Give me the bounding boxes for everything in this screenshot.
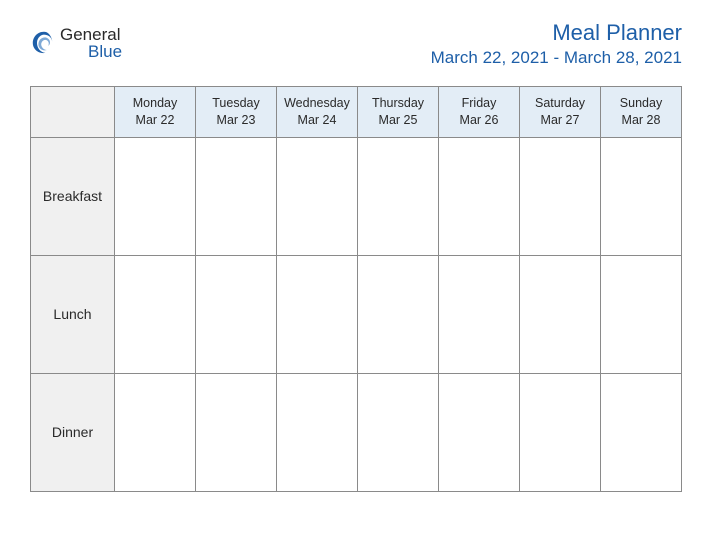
logo: General Blue [30, 26, 122, 60]
header-row: MondayMar 22TuesdayMar 23WednesdayMar 24… [31, 87, 682, 138]
day-header: ThursdayMar 25 [358, 87, 439, 138]
meal-cell [277, 373, 358, 491]
day-date: Mar 27 [522, 112, 598, 129]
day-of-week: Tuesday [198, 95, 274, 112]
meal-cell [277, 137, 358, 255]
day-of-week: Sunday [603, 95, 679, 112]
meal-cell [115, 137, 196, 255]
meal-cell [439, 255, 520, 373]
meal-cell [439, 137, 520, 255]
meal-row: Breakfast [31, 137, 682, 255]
day-date: Mar 23 [198, 112, 274, 129]
day-of-week: Wednesday [279, 95, 355, 112]
day-of-week: Monday [117, 95, 193, 112]
meal-cell [601, 137, 682, 255]
meal-cell [439, 373, 520, 491]
logo-swirl-icon [30, 29, 58, 57]
meal-cell [358, 137, 439, 255]
logo-word-blue: Blue [88, 42, 122, 61]
page-title: Meal Planner [431, 20, 682, 46]
day-date: Mar 28 [603, 112, 679, 129]
meal-cell [520, 255, 601, 373]
title-block: Meal Planner March 22, 2021 - March 28, … [431, 20, 682, 68]
logo-text: General Blue [60, 26, 122, 60]
day-header: FridayMar 26 [439, 87, 520, 138]
meal-cell [196, 373, 277, 491]
meal-cell [196, 137, 277, 255]
day-date: Mar 25 [360, 112, 436, 129]
meal-label: Lunch [31, 255, 115, 373]
meal-cell [601, 255, 682, 373]
page-header: General Blue Meal Planner March 22, 2021… [30, 20, 682, 68]
day-header: SaturdayMar 27 [520, 87, 601, 138]
meal-cell [277, 255, 358, 373]
day-header: SundayMar 28 [601, 87, 682, 138]
day-header: MondayMar 22 [115, 87, 196, 138]
meal-cell [196, 255, 277, 373]
meal-label: Breakfast [31, 137, 115, 255]
meal-cell [115, 255, 196, 373]
day-header: TuesdayMar 23 [196, 87, 277, 138]
meal-row: Lunch [31, 255, 682, 373]
corner-cell [31, 87, 115, 138]
meal-cell [520, 373, 601, 491]
meal-row: Dinner [31, 373, 682, 491]
meal-planner-table: MondayMar 22TuesdayMar 23WednesdayMar 24… [30, 86, 682, 492]
day-date: Mar 26 [441, 112, 517, 129]
day-of-week: Friday [441, 95, 517, 112]
meal-cell [358, 373, 439, 491]
meal-cell [601, 373, 682, 491]
day-date: Mar 24 [279, 112, 355, 129]
meal-cell [115, 373, 196, 491]
meal-cell [520, 137, 601, 255]
day-of-week: Thursday [360, 95, 436, 112]
day-header: WednesdayMar 24 [277, 87, 358, 138]
meal-label: Dinner [31, 373, 115, 491]
meal-cell [358, 255, 439, 373]
day-date: Mar 22 [117, 112, 193, 129]
day-of-week: Saturday [522, 95, 598, 112]
date-range: March 22, 2021 - March 28, 2021 [431, 48, 682, 68]
